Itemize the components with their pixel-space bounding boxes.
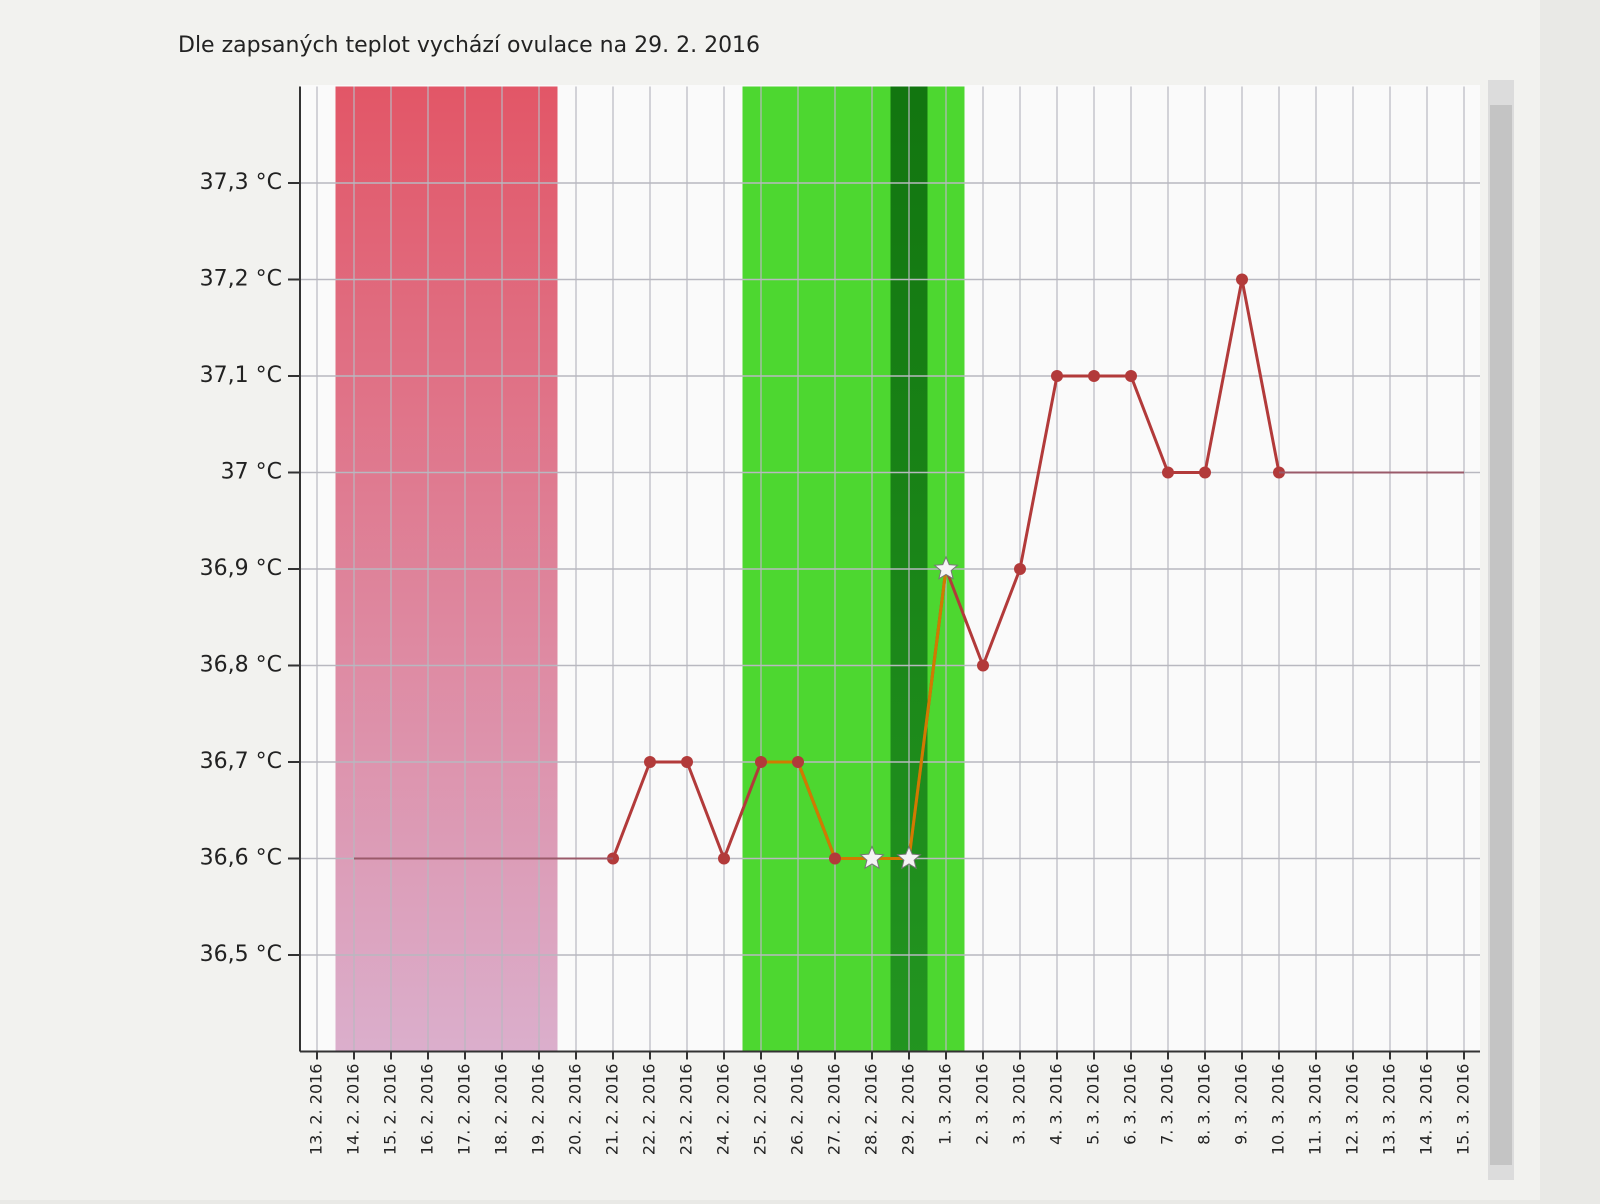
fertile-segment [796,761,837,860]
point [829,852,841,865]
x-tick-label: 21. 2. 2016 [603,1064,622,1156]
x-tick-label: 28. 2. 2016 [862,1064,881,1156]
x-tick-label: 22. 2. 2016 [640,1064,659,1156]
x-tick-label: 4. 3. 2016 [1047,1064,1066,1145]
point [1088,370,1100,382]
point [718,852,730,865]
x-tick-label: 11. 3. 2016 [1306,1064,1325,1156]
grid: 36,5 °C 36,6 °C 36,7 °C 36,8 °C 36,9 °C 37 °C… [200,86,1480,1156]
scrollbar-thumb[interactable] [1490,105,1512,1165]
star-marker [933,555,959,580]
x-tick-label: 23. 2. 2016 [677,1064,696,1156]
x-tick-label: 24. 2. 2016 [714,1064,733,1156]
x-tick-label: 29. 2. 2016 [899,1064,918,1156]
y-tick-label: 37,3 °C [200,170,282,195]
extension-line [354,471,1464,860]
x-tick-label: 13. 3. 2016 [1380,1064,1399,1156]
x-tick-label: 17. 2. 2016 [455,1064,474,1156]
y-tick-label: 37,2 °C [200,267,282,292]
point [1125,370,1137,382]
x-tick-label: 10. 3. 2016 [1269,1064,1288,1156]
y-tick-label: 36,5 °C [200,942,282,967]
y-tick-label: 36,7 °C [200,749,282,774]
x-tick-label: 6. 3. 2016 [1121,1064,1140,1145]
x-tick-label: 5. 3. 2016 [1084,1064,1103,1145]
point [977,659,989,672]
marks [354,273,1464,870]
x-tick-label: 9. 3. 2016 [1232,1064,1251,1145]
point [681,756,693,768]
point [1162,466,1174,479]
x-tick-label: 3. 3. 2016 [1010,1064,1029,1145]
y-tick-label: 37,1 °C [200,363,282,388]
y-tick-label: 36,8 °C [200,653,282,678]
x-tick-label: 27. 2. 2016 [825,1064,844,1156]
x-tick-label: 16. 2. 2016 [418,1064,437,1156]
point [755,756,767,768]
point [1199,466,1211,479]
x-tick-label: 18. 2. 2016 [492,1064,511,1156]
x-tick-label: 14. 2. 2016 [344,1064,363,1156]
x-tick-label: 25. 2. 2016 [751,1064,770,1156]
x-tick-label: 26. 2. 2016 [788,1064,807,1156]
y-tick-label: 36,6 °C [200,846,282,871]
y-tick-label: 37 °C [221,460,282,485]
x-tick-label: 2. 3. 2016 [973,1064,992,1145]
y-tick-label: 36,9 °C [200,556,282,581]
x-tick-label: 19. 2. 2016 [529,1064,548,1156]
x-tick-label: 14. 3. 2016 [1417,1064,1436,1156]
x-tick-label: 20. 2. 2016 [566,1064,585,1156]
x-tick-label: 12. 3. 2016 [1343,1064,1362,1156]
point [1014,563,1026,575]
point [1051,370,1063,382]
x-tick-label: 8. 3. 2016 [1195,1064,1214,1145]
fertile-segment [907,568,948,859]
point [792,756,804,768]
x-tick-label: 15. 2. 2016 [381,1064,400,1156]
point [1236,273,1248,286]
subtitle: Dle zapsaných teplot vychází ovulace na … [178,33,760,58]
star-marker [896,845,922,870]
star-marker [859,845,885,870]
x-tick-label: 1. 3. 2016 [936,1064,955,1145]
x-tick-label: 15. 3. 2016 [1454,1064,1473,1156]
x-tick-label: 13. 2. 2016 [307,1064,326,1156]
x-tick-label: 7. 3. 2016 [1158,1064,1177,1145]
point [644,756,656,768]
